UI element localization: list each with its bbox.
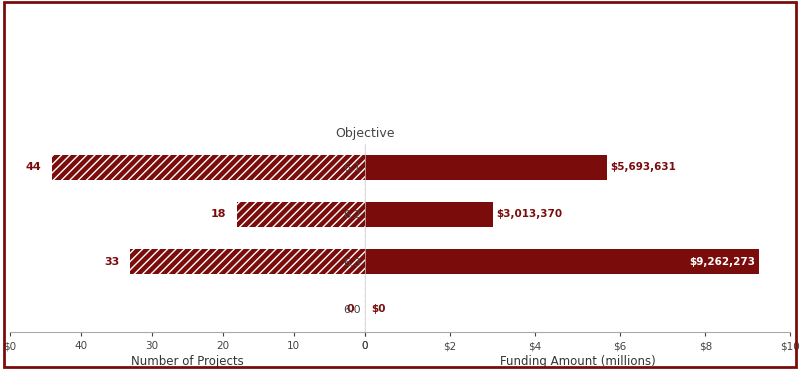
Text: Question 6: Lifespan: Question 6: Lifespan: [303, 52, 497, 69]
Text: 33: 33: [105, 256, 120, 266]
Text: $0: $0: [371, 304, 386, 314]
Text: 18: 18: [211, 210, 226, 220]
Bar: [52, 155, 365, 180]
Text: 44: 44: [26, 162, 42, 172]
Text: Objective: Objective: [335, 127, 394, 140]
Bar: [130, 249, 365, 274]
Text: 2020: 2020: [377, 23, 423, 41]
Text: $5,693,631: $5,693,631: [610, 162, 677, 172]
Text: $9,262,273: $9,262,273: [690, 256, 756, 266]
Bar: [365, 155, 607, 180]
X-axis label: Number of Projects: Number of Projects: [131, 355, 244, 368]
Bar: [237, 202, 365, 227]
Bar: [365, 202, 493, 227]
Text: $3,013,370: $3,013,370: [497, 210, 562, 220]
Text: Number of Projects: 95: Number of Projects: 95: [314, 112, 486, 125]
X-axis label: Funding Amount (millions): Funding Amount (millions): [500, 355, 655, 368]
Bar: [365, 249, 759, 274]
Text: 0: 0: [346, 304, 354, 314]
Text: Total Funding: $17,969,273: Total Funding: $17,969,273: [298, 83, 502, 96]
